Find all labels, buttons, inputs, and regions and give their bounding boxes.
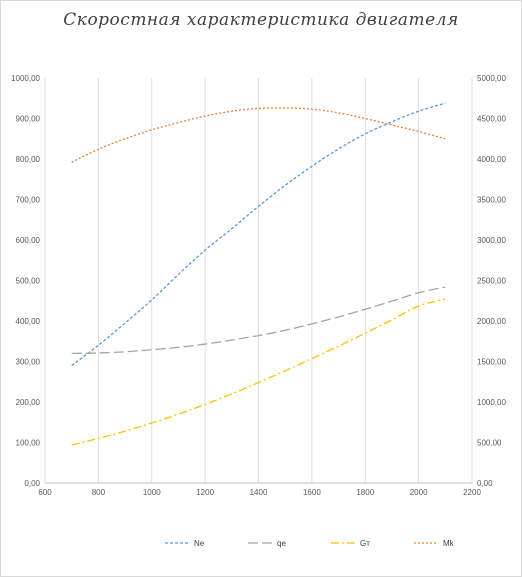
- y-right-tick-label: 3500,00: [477, 196, 506, 205]
- y-left-tick-label: 500,00: [16, 277, 41, 286]
- y-left-tick-label: 400,00: [16, 317, 41, 326]
- y-right-tick-label: 1500,00: [477, 358, 506, 367]
- y-right-tick-label: 0,00: [477, 479, 493, 488]
- x-tick-label: 1400: [250, 488, 268, 497]
- series-line-ne: [71, 102, 446, 367]
- y-right-tick-label: 500,00: [477, 439, 502, 448]
- legend-label-qe: qe: [277, 539, 286, 548]
- y-right-tick-label: 3000,00: [477, 236, 506, 245]
- legend: Ne qe Gт Mk: [165, 539, 455, 548]
- y-right-tick-label: 4000,00: [477, 155, 506, 164]
- y-left-tick-label: 300,00: [16, 358, 41, 367]
- tick-labels: 600 800 1000 1200 1400 1600 1800 2000 22000,0010…: [11, 74, 506, 497]
- y-left-tick-label: 0,00: [24, 479, 40, 488]
- legend-label-mk: Mk: [443, 539, 455, 548]
- x-tick-label: 1800: [356, 488, 374, 497]
- y-right-tick-label: 5000,00: [477, 74, 506, 83]
- y-right-tick-label: 2500,00: [477, 277, 506, 286]
- y-right-tick-label: 2000,00: [477, 317, 506, 326]
- y-left-tick-label: 1000,00: [11, 74, 40, 83]
- x-tick-label: 1000: [143, 488, 161, 497]
- series-line-gт: [71, 298, 446, 446]
- x-tick-label: 1200: [196, 488, 214, 497]
- y-left-tick-label: 800,00: [16, 155, 41, 164]
- y-left-tick-label: 200,00: [16, 398, 41, 407]
- x-tick-label: 2200: [463, 488, 481, 497]
- chart-title: Скоростная характеристика двигателя: [63, 10, 459, 30]
- x-tick-label: 600: [38, 488, 52, 497]
- legend-label-ne: Ne: [194, 539, 205, 548]
- y-right-tick-label: 4500,00: [477, 115, 506, 124]
- y-left-tick-label: 700,00: [16, 196, 41, 205]
- y-left-tick-label: 600,00: [16, 236, 41, 245]
- y-left-tick-label: 900,00: [16, 115, 41, 124]
- series-line-qe: [71, 286, 446, 355]
- x-tick-label: 1600: [303, 488, 321, 497]
- y-right-tick-label: 1000,00: [477, 398, 506, 407]
- x-tick-label: 800: [92, 488, 106, 497]
- series-lines: [71, 102, 446, 446]
- legend-label-gт: Gт: [360, 539, 370, 548]
- grid-lines: [44, 78, 473, 483]
- x-tick-label: 2000: [410, 488, 428, 497]
- y-left-tick-label: 100,00: [16, 439, 41, 448]
